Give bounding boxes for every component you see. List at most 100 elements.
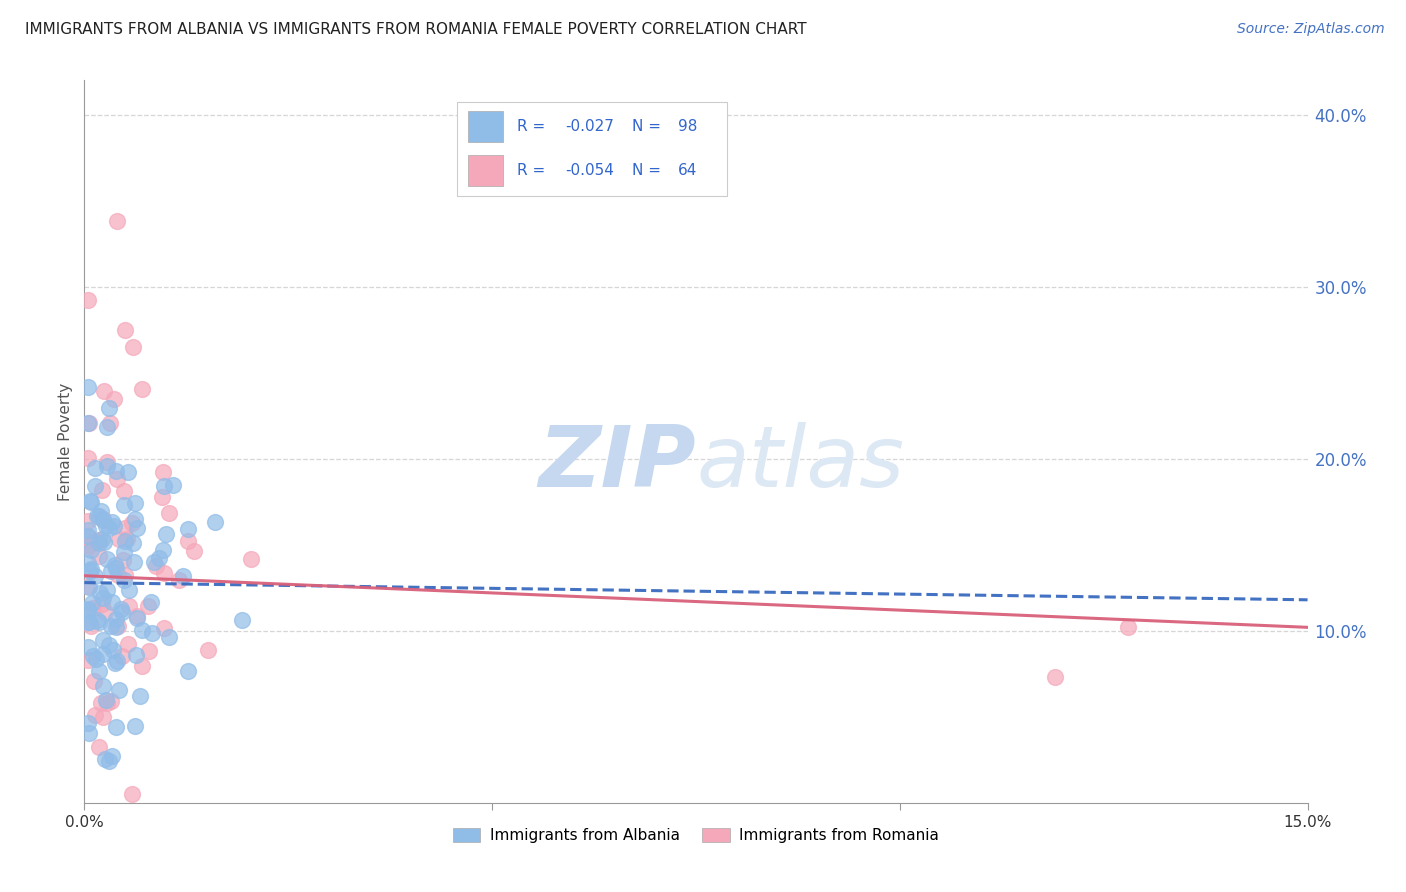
Point xyxy=(121,787,143,801)
Point xyxy=(136,599,159,614)
Point xyxy=(117,465,139,479)
Point xyxy=(97,401,120,416)
Point xyxy=(112,544,135,558)
Point xyxy=(100,416,122,430)
Point xyxy=(124,719,146,733)
Point xyxy=(77,293,100,307)
Point xyxy=(89,536,111,550)
Point xyxy=(82,649,104,664)
Point xyxy=(100,595,122,609)
Text: atlas: atlas xyxy=(696,422,904,505)
Point xyxy=(152,542,174,557)
Point xyxy=(77,603,100,617)
Point xyxy=(77,640,100,655)
Point xyxy=(107,568,129,582)
Point xyxy=(152,621,174,635)
Point xyxy=(83,674,105,689)
Point xyxy=(110,649,132,664)
Point xyxy=(79,619,101,633)
Point xyxy=(127,521,149,535)
Point xyxy=(77,380,100,394)
Point xyxy=(131,659,153,673)
Point xyxy=(89,533,111,548)
Point xyxy=(112,499,135,513)
Point xyxy=(118,583,141,598)
Point xyxy=(98,754,121,768)
Point xyxy=(89,665,111,679)
Y-axis label: Female Poverty: Female Poverty xyxy=(58,383,73,500)
Point xyxy=(127,610,149,624)
Point xyxy=(143,555,166,569)
Point xyxy=(87,508,110,523)
Point xyxy=(124,511,146,525)
Point xyxy=(93,384,115,398)
Point xyxy=(155,526,177,541)
Point xyxy=(80,494,103,508)
Point xyxy=(94,752,117,766)
Point xyxy=(148,550,170,565)
Point xyxy=(84,651,107,665)
Point xyxy=(77,450,100,465)
Text: ZIP: ZIP xyxy=(538,422,696,505)
Point xyxy=(231,613,253,627)
Point xyxy=(82,596,104,610)
Point xyxy=(105,654,128,668)
Point xyxy=(100,515,122,529)
Point xyxy=(96,552,118,566)
Point xyxy=(157,506,180,520)
Point xyxy=(93,632,115,647)
Point xyxy=(152,566,174,580)
Point xyxy=(84,569,107,583)
Point xyxy=(117,637,139,651)
Point xyxy=(91,513,114,527)
Point xyxy=(77,556,100,570)
Point xyxy=(100,748,122,763)
Point xyxy=(77,539,100,553)
Point xyxy=(177,665,200,679)
Point xyxy=(204,515,226,529)
Point xyxy=(91,597,114,611)
Point xyxy=(107,472,129,486)
Point xyxy=(90,696,112,710)
Legend: Immigrants from Albania, Immigrants from Romania: Immigrants from Albania, Immigrants from… xyxy=(447,822,945,849)
Point xyxy=(152,465,174,479)
Text: Source: ZipAtlas.com: Source: ZipAtlas.com xyxy=(1237,22,1385,37)
Point xyxy=(77,615,100,630)
Point xyxy=(77,652,100,666)
Point xyxy=(84,533,107,548)
Point xyxy=(124,648,146,662)
Point xyxy=(87,549,110,563)
Point xyxy=(177,533,200,548)
Point xyxy=(240,551,263,566)
Point xyxy=(91,679,114,693)
Point xyxy=(86,508,108,523)
Point xyxy=(105,214,128,228)
Point xyxy=(96,583,118,598)
Point xyxy=(145,559,167,574)
Point xyxy=(141,626,163,640)
Point xyxy=(104,558,127,573)
Point xyxy=(105,620,128,634)
Point xyxy=(108,532,131,546)
Point xyxy=(77,602,100,616)
Point xyxy=(172,569,194,583)
Point xyxy=(77,529,100,543)
Point xyxy=(77,417,100,431)
Point xyxy=(167,573,190,587)
Point xyxy=(1043,670,1066,684)
Point xyxy=(94,605,117,619)
Point xyxy=(86,613,108,627)
Point xyxy=(114,533,136,548)
Point xyxy=(104,656,127,670)
Point xyxy=(104,464,127,478)
Point xyxy=(118,599,141,614)
Point xyxy=(79,726,101,740)
Point xyxy=(94,693,117,707)
Point xyxy=(117,532,139,546)
Point xyxy=(152,478,174,492)
Point xyxy=(98,638,121,652)
Point xyxy=(103,519,125,533)
Point xyxy=(83,708,105,723)
Point xyxy=(111,606,134,620)
Point xyxy=(89,586,111,600)
